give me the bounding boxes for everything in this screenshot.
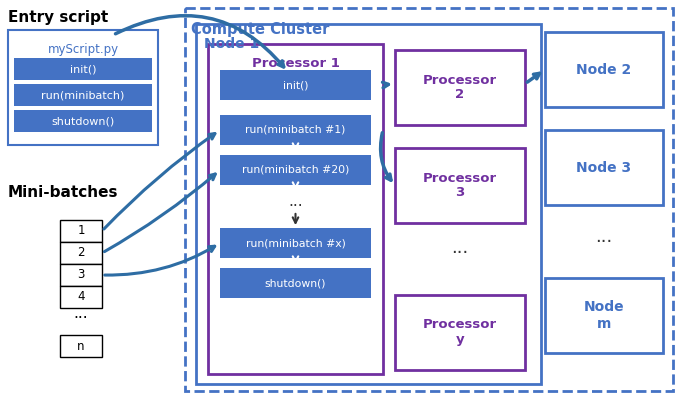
Text: 1: 1 <box>78 225 85 237</box>
Bar <box>8 30 158 145</box>
Bar <box>60 335 102 357</box>
Bar <box>220 268 371 298</box>
Bar <box>545 32 663 107</box>
Bar <box>220 70 371 100</box>
Text: Node 1: Node 1 <box>204 37 259 51</box>
Text: Processor
2: Processor 2 <box>423 73 497 101</box>
Bar <box>545 278 663 353</box>
Text: ...: ... <box>73 306 88 320</box>
Bar <box>395 50 525 125</box>
Text: ...: ... <box>596 228 613 246</box>
Text: shutdown(): shutdown() <box>52 116 115 126</box>
Text: init(): init() <box>283 80 308 90</box>
Text: Mini-batches: Mini-batches <box>8 185 118 200</box>
Text: Processor 1: Processor 1 <box>252 57 339 70</box>
Bar <box>545 130 663 205</box>
Bar <box>220 228 371 258</box>
Text: Node 3: Node 3 <box>577 160 632 174</box>
Text: Processor
y: Processor y <box>423 318 497 346</box>
Text: Node 2: Node 2 <box>577 63 632 77</box>
Text: shutdown(): shutdown() <box>265 278 326 288</box>
Text: 4: 4 <box>78 290 85 304</box>
Bar <box>60 286 102 308</box>
Bar <box>14 58 152 80</box>
Bar <box>395 295 525 370</box>
Bar <box>185 8 673 391</box>
Bar <box>14 84 152 106</box>
Text: Compute Cluster: Compute Cluster <box>191 22 329 37</box>
Text: n: n <box>78 340 85 352</box>
Bar <box>208 44 383 374</box>
Bar <box>60 264 102 286</box>
Text: run(minibatch #x): run(minibatch #x) <box>245 238 345 248</box>
Bar <box>60 242 102 264</box>
Text: 2: 2 <box>78 247 85 259</box>
Text: ...: ... <box>288 194 303 209</box>
Text: run(minibatch #20): run(minibatch #20) <box>242 165 350 175</box>
Text: run(minibatch #1): run(minibatch #1) <box>245 125 345 135</box>
Text: Entry script: Entry script <box>8 10 108 25</box>
Text: Processor
3: Processor 3 <box>423 172 497 200</box>
Bar <box>60 220 102 242</box>
Bar <box>395 148 525 223</box>
Text: ...: ... <box>452 239 469 257</box>
Text: init(): init() <box>70 64 97 74</box>
Text: 3: 3 <box>78 269 85 282</box>
Text: Node
m: Node m <box>583 300 624 331</box>
Bar <box>220 155 371 185</box>
Bar <box>14 110 152 132</box>
Text: run(minibatch): run(minibatch) <box>41 90 124 100</box>
Bar <box>220 115 371 145</box>
Text: myScript.py: myScript.py <box>48 43 118 56</box>
Bar <box>196 24 541 384</box>
